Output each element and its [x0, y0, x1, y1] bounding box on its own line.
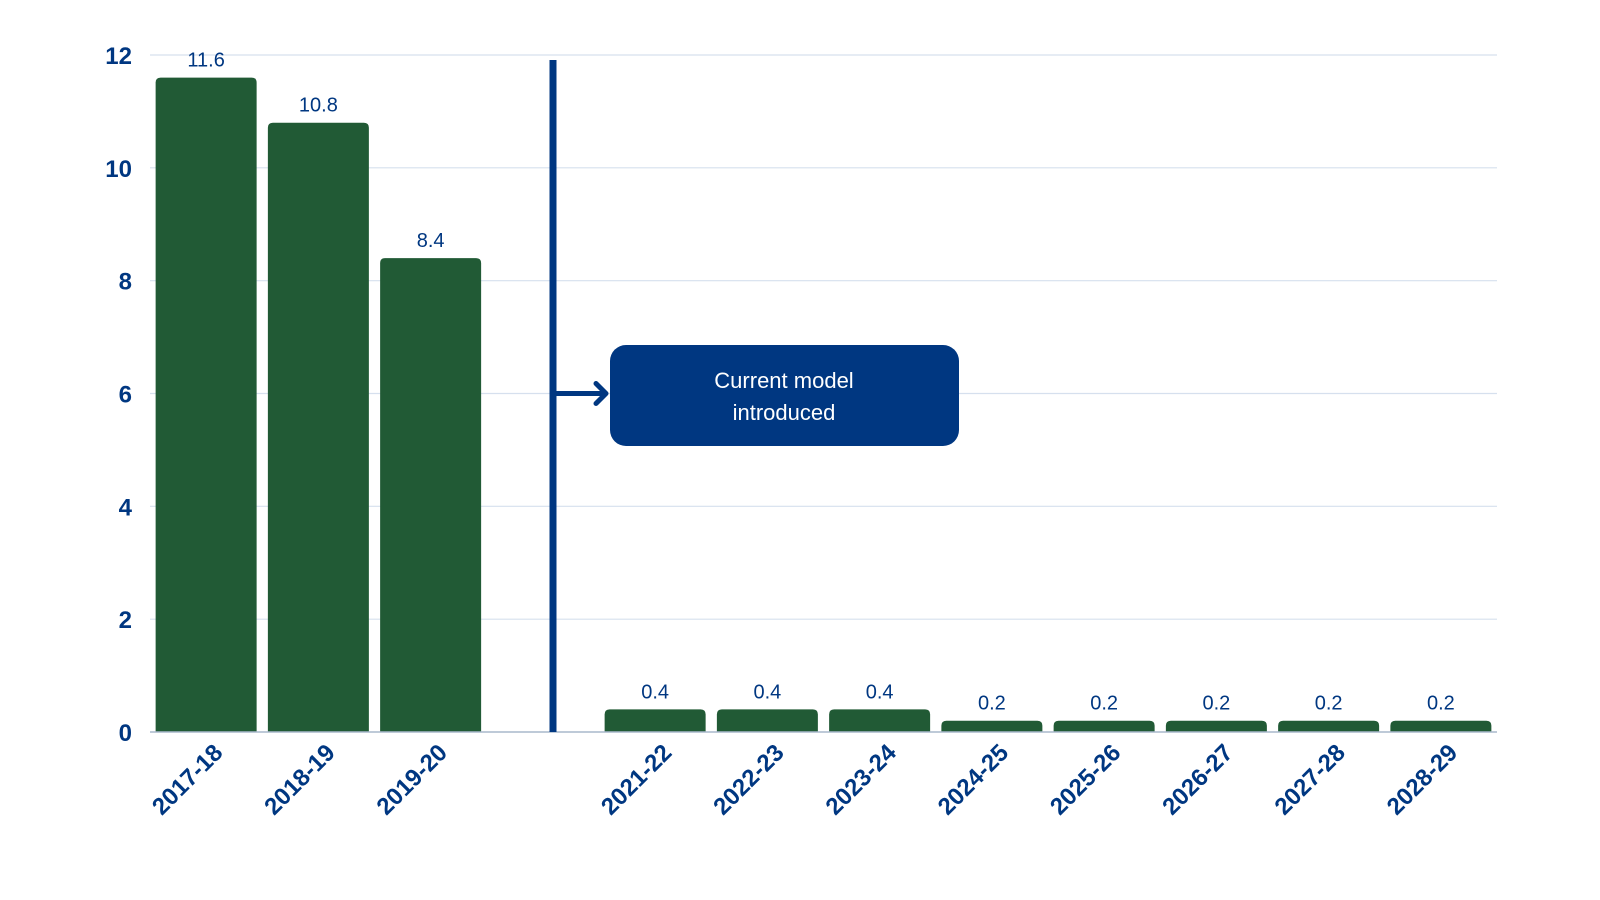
bar-2026-27 [1165, 720, 1267, 732]
bar-2017-18 [155, 77, 257, 733]
data-label: 0.2 [1427, 693, 1455, 715]
x-tick-label: 2024-25 [933, 739, 1014, 820]
annotation-line2: introduced [733, 400, 836, 425]
annotation-box [610, 345, 959, 446]
data-label: 0.2 [1202, 693, 1230, 715]
bar-2022-23 [716, 709, 818, 732]
data-labels: 11.6 10.8 8.4 0.4 0.4 0.4 0.2 0.2 0.2 0.2 0.2 [187, 50, 1454, 715]
data-label: 0.2 [1315, 693, 1343, 715]
y-tick-label: 10 [105, 156, 132, 183]
bar-2028-29 [1390, 720, 1492, 732]
data-label: 10.8 [299, 95, 338, 117]
y-tick-label: 6 [119, 382, 132, 409]
x-tick-label: 2027-28 [1269, 739, 1350, 820]
data-label: 11.6 [187, 50, 224, 72]
x-tick-label: 2026-27 [1157, 739, 1238, 820]
y-tick-label: 8 [119, 269, 132, 296]
x-tick-label: 2022-23 [708, 739, 789, 820]
bar-2025-26 [1053, 720, 1155, 732]
x-tick-label: 2028-29 [1382, 739, 1463, 820]
annotation-line1: Current model [714, 368, 853, 393]
x-tick-label: 2019-20 [371, 739, 452, 820]
y-axis-ticks: 0 2 4 6 8 10 12 [105, 43, 132, 747]
bar-2027-28 [1278, 720, 1380, 732]
bar-2024-25 [941, 720, 1043, 732]
bars [155, 77, 1492, 733]
data-label: 0.2 [1090, 693, 1118, 715]
data-label: 0.2 [978, 693, 1006, 715]
data-label: 0.4 [866, 681, 894, 703]
bar-2023-24 [829, 709, 931, 732]
bar-2019-20 [380, 258, 482, 732]
data-label: 0.4 [641, 681, 669, 703]
arrowhead-icon [593, 381, 609, 406]
data-label: 0.4 [753, 681, 781, 703]
x-tick-label: 2023-24 [820, 739, 902, 821]
x-tick-label: 2021-22 [596, 739, 677, 820]
y-tick-label: 4 [119, 494, 133, 521]
x-tick-label: 2018-19 [259, 739, 340, 820]
bar-2021-22 [604, 709, 706, 732]
x-tick-label: 2017-18 [147, 739, 228, 820]
y-tick-label: 2 [119, 607, 132, 634]
model-change-marker: Current model introduced [549, 60, 959, 732]
x-axis-ticks: 2017-18 2018-19 2019-20 2021-22 2022-23 2023-… [147, 739, 1463, 821]
y-tick-label: 0 [119, 720, 132, 747]
y-tick-label: 12 [105, 43, 132, 70]
x-tick-label: 2025-26 [1045, 739, 1126, 820]
data-label: 8.4 [417, 230, 445, 252]
bar-2018-19 [267, 122, 369, 732]
